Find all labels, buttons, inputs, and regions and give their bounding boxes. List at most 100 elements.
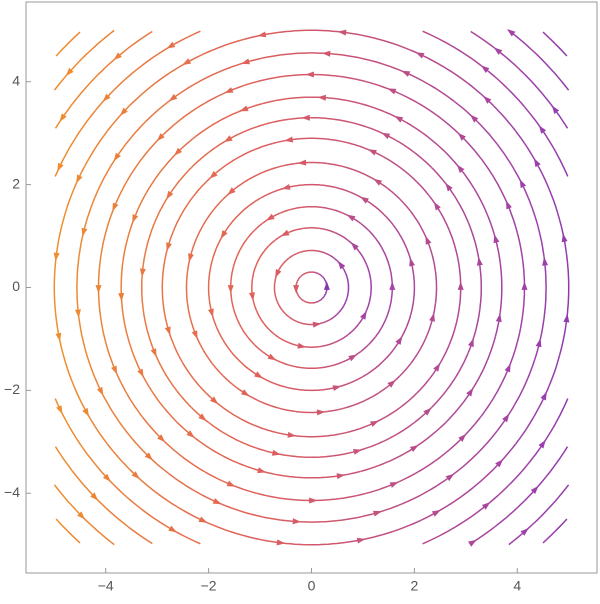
streamline xyxy=(164,249,168,268)
streamline xyxy=(338,188,351,192)
streamline xyxy=(114,66,142,90)
streamline xyxy=(57,221,64,254)
streamline xyxy=(252,280,253,288)
arrow-head xyxy=(275,269,281,278)
arrow-head xyxy=(112,203,118,212)
streamline xyxy=(174,345,183,363)
streamline xyxy=(191,240,196,255)
streamline xyxy=(468,223,475,244)
streamline xyxy=(400,364,411,376)
arrow-head xyxy=(458,282,464,290)
arrow-head xyxy=(60,113,67,122)
streamline xyxy=(262,99,287,104)
streamline xyxy=(487,215,495,239)
streamline xyxy=(125,122,145,145)
streamline xyxy=(256,258,259,265)
streamline xyxy=(174,213,183,231)
streamline xyxy=(344,302,346,306)
streamline xyxy=(376,238,382,247)
streamline xyxy=(374,387,388,396)
streamline xyxy=(79,318,85,348)
arrow-head xyxy=(468,540,477,547)
arrow-head xyxy=(111,366,117,375)
streamline xyxy=(359,396,374,403)
streamline xyxy=(130,83,155,105)
streamline xyxy=(209,274,210,287)
streamline xyxy=(90,458,114,486)
streamline xyxy=(325,186,338,189)
streamline xyxy=(377,435,397,445)
streamline xyxy=(247,124,268,131)
arrow-head xyxy=(347,215,356,222)
arrow-head xyxy=(240,106,249,112)
arrow-head xyxy=(370,421,379,427)
streamline xyxy=(208,422,226,434)
streamline xyxy=(449,230,455,249)
arrow-head xyxy=(166,242,172,251)
arrow-head xyxy=(318,95,327,101)
streamline xyxy=(161,153,177,172)
streamline xyxy=(321,298,323,299)
streamline xyxy=(459,353,469,373)
arrow-head xyxy=(241,59,250,65)
streamline xyxy=(107,106,129,131)
streamline xyxy=(231,267,233,277)
arrow-head xyxy=(266,214,275,221)
streamline xyxy=(304,228,312,229)
streamline xyxy=(378,525,410,536)
arrow-head xyxy=(542,257,548,266)
streamline xyxy=(390,267,392,277)
streamline xyxy=(369,337,376,345)
streamline xyxy=(427,320,432,335)
arrow-head xyxy=(353,449,362,455)
streamline xyxy=(275,278,276,283)
streamline xyxy=(549,189,560,221)
arrow-head xyxy=(257,467,266,473)
streamline xyxy=(334,314,338,317)
arrow-head xyxy=(249,292,255,301)
arrow-head xyxy=(306,72,314,78)
streamline xyxy=(367,303,370,310)
streamline xyxy=(196,225,203,240)
streamline xyxy=(54,288,56,322)
streamline xyxy=(493,106,515,131)
streamline xyxy=(285,314,289,317)
streamline xyxy=(367,265,370,272)
x-tick-label: −2 xyxy=(201,578,217,594)
streamline xyxy=(361,223,369,230)
arrow-head xyxy=(552,106,559,115)
arrow-head xyxy=(96,285,102,293)
streamline xyxy=(121,263,123,288)
streamline xyxy=(99,260,101,288)
streamline xyxy=(227,435,247,445)
streamline xyxy=(231,298,233,308)
streamline xyxy=(396,141,414,153)
streamline xyxy=(297,282,298,284)
streamline xyxy=(72,74,98,104)
streamline xyxy=(147,383,161,404)
streamline xyxy=(237,417,255,426)
streamline xyxy=(500,263,502,288)
streamline xyxy=(256,76,283,81)
arrow-head xyxy=(75,309,81,318)
arrow-head xyxy=(389,282,395,290)
streamline xyxy=(463,172,477,193)
streamline xyxy=(239,360,249,369)
streamline xyxy=(325,280,326,282)
streamline xyxy=(234,308,237,318)
streamline xyxy=(164,307,168,326)
streamline xyxy=(321,252,326,254)
streamline xyxy=(544,288,546,319)
arrow-head xyxy=(284,137,293,143)
arrow-head xyxy=(505,364,511,373)
streamline xyxy=(143,244,147,266)
arrow-head xyxy=(301,115,310,121)
streamline xyxy=(285,387,298,390)
streamline xyxy=(346,297,348,302)
streamline xyxy=(418,103,441,118)
arrow-head xyxy=(506,201,512,210)
streamline xyxy=(493,444,515,469)
streamline xyxy=(334,258,338,261)
streamline xyxy=(345,33,378,40)
streamline xyxy=(361,104,385,112)
